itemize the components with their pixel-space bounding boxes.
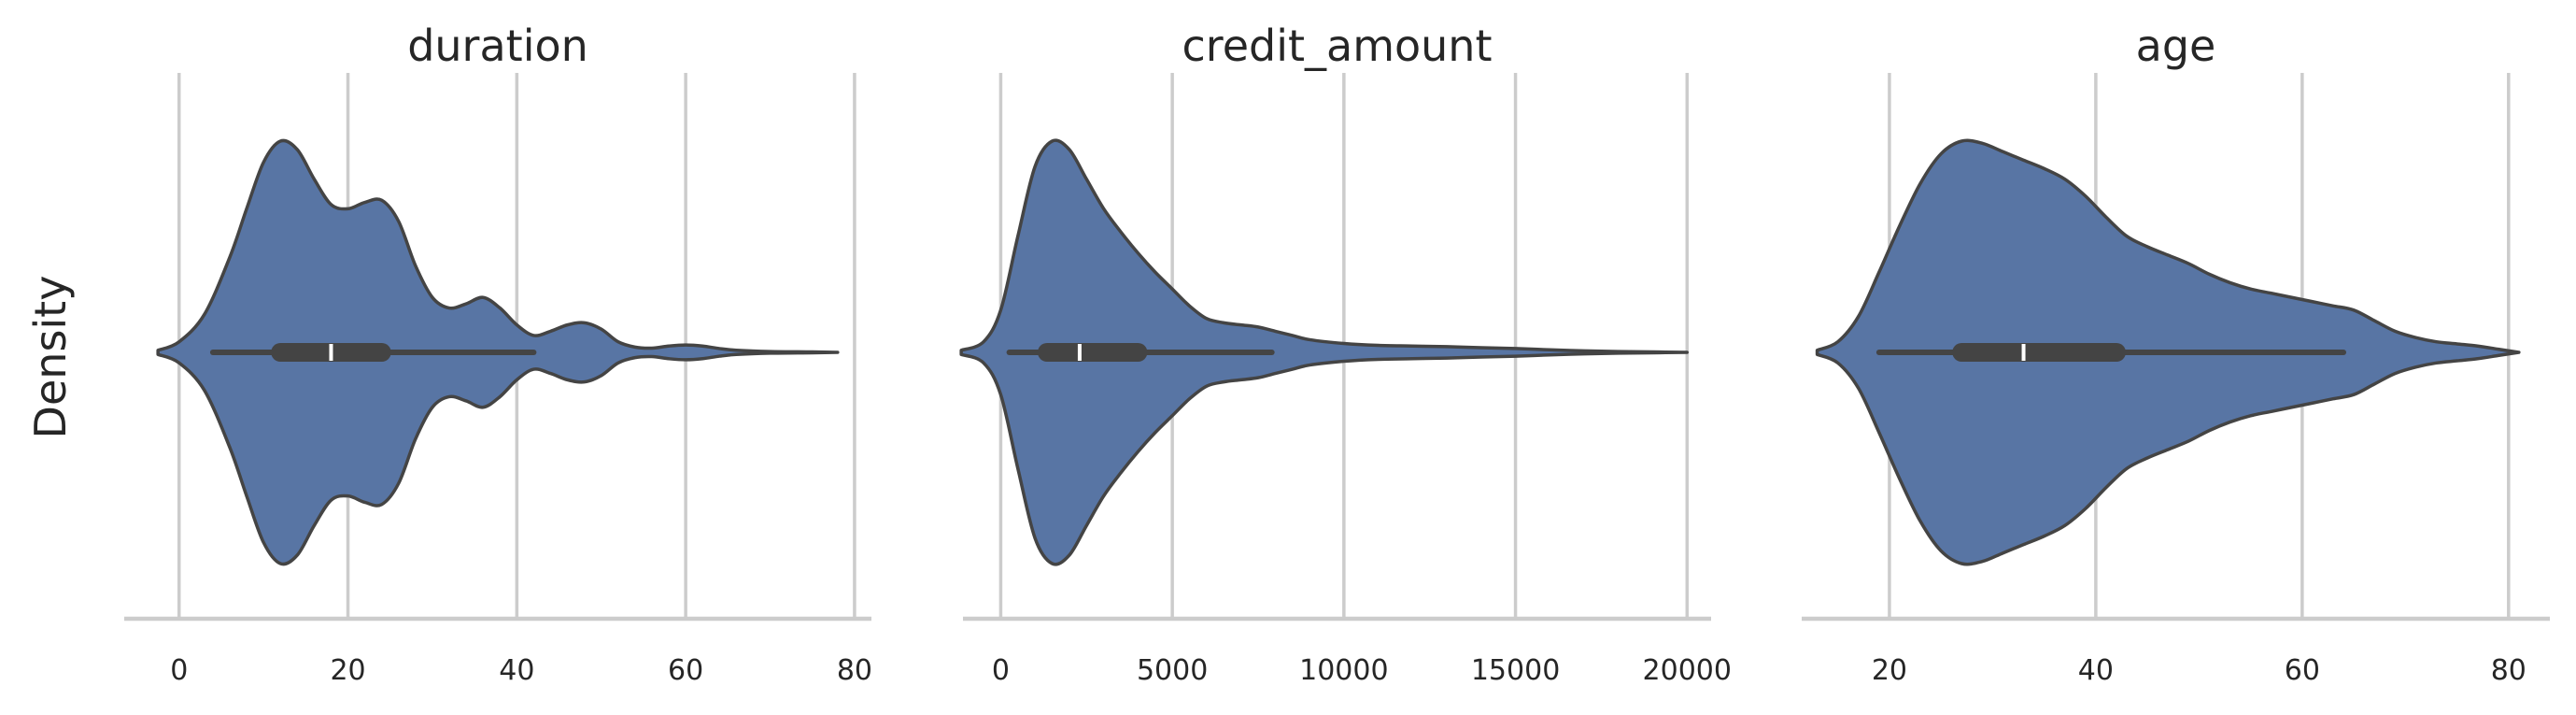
- panel-title-credit_amount: credit_amount: [1182, 21, 1493, 71]
- tick-label-age-40: 40: [2078, 654, 2114, 687]
- tick-label-age-20: 20: [1872, 654, 1907, 687]
- tick-label-credit_amount-10000: 10000: [1299, 654, 1388, 687]
- tick-label-credit_amount-5000: 5000: [1137, 654, 1208, 687]
- panels-group: 0 20 40 60 80 duration 0 5000 10000 15000 20000 cre…: [124, 21, 2550, 687]
- tick-label-credit_amount-15000: 15000: [1471, 654, 1560, 687]
- panel-duration: 0 20 40 60 80 duration: [124, 21, 872, 687]
- violin-credit_amount: [959, 138, 1690, 566]
- panel-age: 20 40 60 80 age: [1802, 21, 2550, 687]
- panel-title-age: age: [2136, 21, 2216, 71]
- tick-label-duration-40: 40: [499, 654, 534, 687]
- tick-label-duration-0: 0: [170, 654, 188, 687]
- tick-label-age-60: 60: [2285, 654, 2320, 687]
- tick-label-age-80: 80: [2491, 654, 2526, 687]
- tick-label-duration-80: 80: [837, 654, 872, 687]
- y-axis-label: Density: [25, 276, 76, 439]
- tick-label-duration-20: 20: [330, 654, 365, 687]
- panel-title-duration: duration: [407, 21, 588, 71]
- tick-label-credit_amount-20000: 20000: [1643, 654, 1732, 687]
- tick-label-credit_amount-0: 0: [992, 654, 1010, 687]
- panel-credit_amount: 0 5000 10000 15000 20000 credit_amount: [959, 21, 1732, 687]
- tick-label-duration-60: 60: [668, 654, 703, 687]
